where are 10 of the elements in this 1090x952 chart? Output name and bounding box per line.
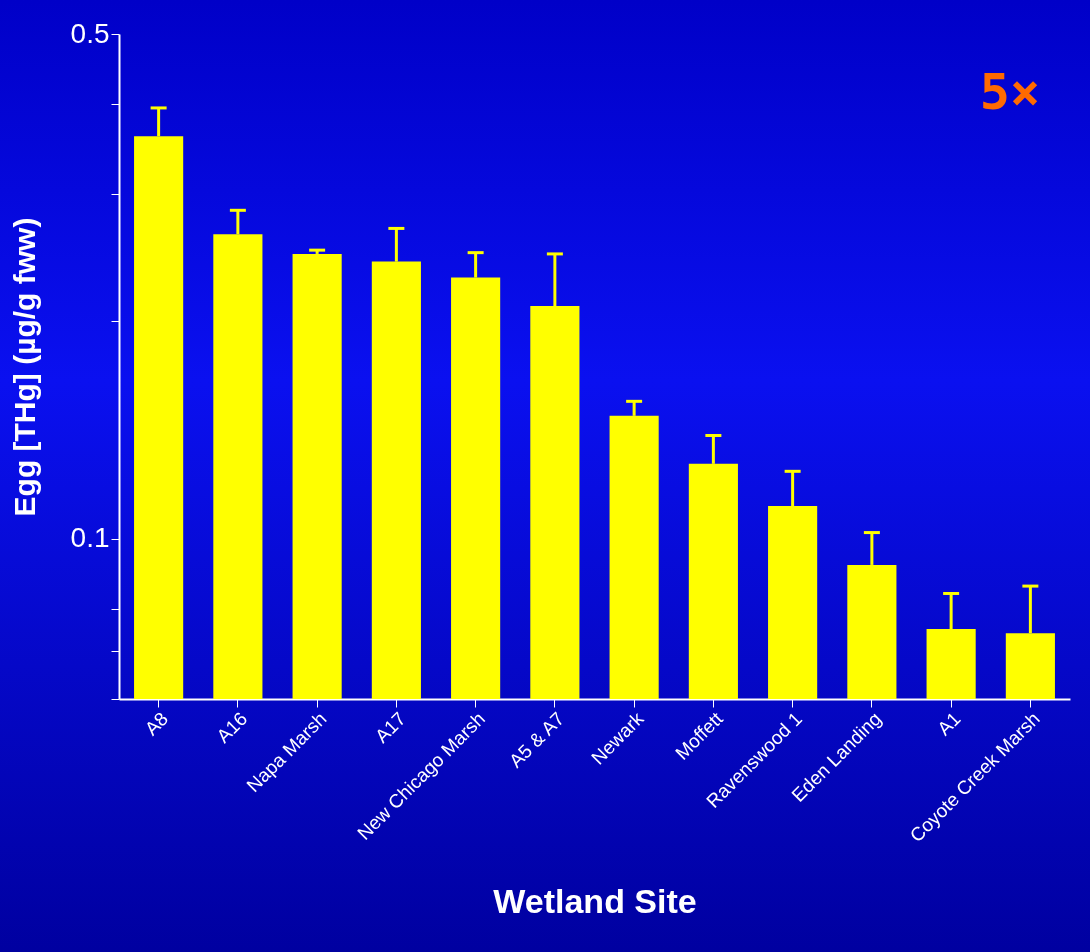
x-tick-label: A1: [933, 708, 965, 740]
x-axis-title: Wetland Site: [493, 882, 697, 921]
x-tick-label: A16: [212, 708, 252, 747]
annotation: 5×: [979, 63, 1040, 121]
x-tick-label: A8: [140, 708, 173, 740]
y-axis-title: Egg [THg] (µg/g fww): [7, 217, 41, 517]
x-tick-label: A17: [371, 708, 410, 747]
y-tick-label: 0.5: [70, 17, 110, 49]
y-tick-label: 0.1: [70, 522, 110, 554]
x-tick-label: A5 & A7: [504, 708, 569, 772]
